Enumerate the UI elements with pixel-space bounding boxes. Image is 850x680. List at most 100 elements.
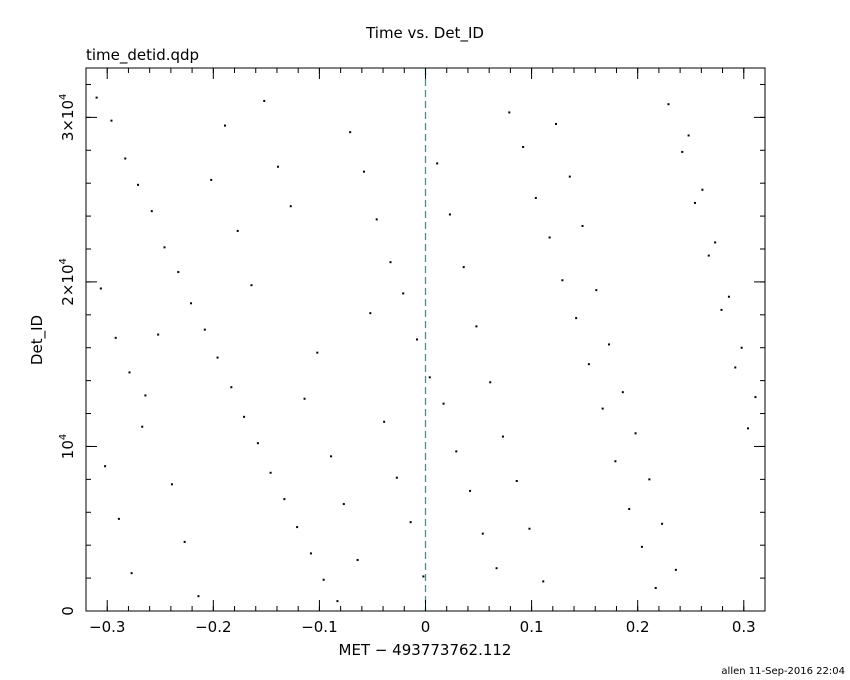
data-point-0-100 (99, 287, 102, 290)
data-point-0-63 (277, 165, 280, 168)
data-point-0-60 (236, 229, 239, 232)
data-point-0-1 (110, 119, 113, 122)
data-point-0-5 (163, 246, 166, 249)
data-point-0-31 (508, 111, 511, 114)
data-point-0-7 (190, 302, 193, 305)
data-point-0-71 (383, 420, 386, 423)
data-point-0-47 (720, 308, 723, 311)
data-point-0-50 (104, 465, 107, 468)
data-point-0-33 (534, 196, 537, 199)
data-point-0-10 (230, 386, 233, 389)
data-point-0-39 (614, 460, 617, 463)
data-point-0-22 (389, 261, 392, 264)
x-tick-label-6: 0.3 (732, 618, 756, 636)
data-point-0-101 (114, 336, 117, 339)
data-point-0-45 (693, 201, 696, 204)
data-point-0-15 (296, 526, 299, 529)
data-point-0-76 (448, 213, 451, 216)
data-point-0-84 (554, 122, 557, 125)
data-point-0-102 (128, 371, 131, 374)
data-point-0-3 (136, 183, 139, 186)
data-point-0-69 (356, 558, 359, 561)
data-point-0-92 (661, 522, 664, 525)
data-point-0-14 (283, 498, 286, 501)
data-point-0-34 (548, 236, 551, 239)
data-point-0-86 (581, 224, 584, 227)
data-point-0-77 (462, 266, 465, 269)
data-point-0-6 (177, 271, 180, 274)
data-point-0-66 (316, 351, 319, 354)
data-point-0-38 (601, 407, 604, 410)
data-point-0-4 (150, 210, 153, 213)
footer-credit: allen 11-Sep-2016 22:04 (721, 666, 845, 677)
data-point-0-73 (409, 521, 412, 524)
data-point-0-83 (542, 580, 545, 583)
data-point-0-48 (734, 366, 737, 369)
x-tick-labels: −0.3 −0.2 −0.1 0 0.1 0.2 0.3 (89, 618, 756, 636)
data-point-0-9 (216, 356, 219, 359)
data-point-0-37 (587, 363, 590, 366)
data-point-0-59 (223, 124, 226, 127)
data-point-0-27 (455, 450, 458, 453)
data-points (95, 96, 757, 603)
data-point-0-88 (608, 343, 611, 346)
data-point-0-74 (422, 575, 425, 578)
data-point-0-93 (674, 568, 677, 571)
data-point-0-57 (197, 595, 200, 598)
data-point-0-87 (595, 289, 598, 292)
data-point-0-62 (263, 99, 266, 102)
data-point-0-21 (375, 218, 378, 221)
data-point-0-58 (210, 178, 213, 181)
data-point-0-25 (428, 376, 431, 379)
x-tick-label-1: −0.2 (195, 618, 231, 636)
data-point-0-54 (157, 333, 160, 336)
y-tick-label-1: 104 (58, 434, 77, 459)
data-point-0-44 (681, 150, 684, 153)
data-point-0-11 (243, 415, 246, 418)
data-point-0-90 (634, 432, 637, 435)
data-point-0-26 (442, 402, 445, 405)
data-point-0-103 (141, 425, 144, 428)
data-point-0-2 (124, 157, 127, 160)
data-point-0-94 (687, 134, 690, 137)
data-point-0-78 (475, 325, 478, 328)
data-point-0-53 (144, 394, 147, 397)
data-point-0-72 (395, 476, 398, 479)
data-point-0-8 (203, 328, 206, 331)
data-point-0-36 (575, 317, 578, 320)
data-point-0-24 (416, 338, 419, 341)
data-point-0-0 (95, 96, 98, 99)
chart-title: Time vs. Det_ID (365, 24, 484, 43)
data-point-0-89 (621, 391, 624, 394)
data-point-0-17 (322, 578, 325, 581)
data-point-0-80 (501, 435, 504, 438)
data-point-0-52 (130, 572, 133, 575)
data-point-0-32 (522, 145, 525, 148)
x-tick-label-5: 0.2 (626, 618, 650, 636)
x-tick-label-4: 0.1 (520, 618, 544, 636)
data-point-0-99 (754, 396, 757, 399)
data-point-0-68 (342, 503, 345, 506)
data-point-0-55 (170, 483, 173, 486)
data-point-0-81 (515, 480, 518, 483)
y-tick-label-0: 0 (59, 606, 77, 616)
data-point-0-75 (436, 162, 439, 165)
data-point-0-35 (561, 279, 564, 282)
y-tick-label-2: 2×104 (58, 258, 77, 306)
data-point-0-51 (117, 517, 120, 520)
data-point-0-46 (707, 254, 710, 257)
data-point-0-61 (250, 284, 253, 287)
x-tick-label-0: −0.3 (89, 618, 125, 636)
axis-ticks (85, 68, 766, 612)
x-tick-label-2: −0.1 (301, 618, 337, 636)
data-point-0-65 (303, 397, 306, 400)
data-point-0-43 (667, 103, 670, 106)
data-point-0-49 (747, 427, 750, 430)
data-point-0-97 (727, 295, 730, 298)
data-point-0-23 (402, 292, 405, 295)
data-point-0-41 (640, 545, 643, 548)
data-point-0-98 (740, 346, 743, 349)
data-point-0-79 (489, 381, 492, 384)
data-point-0-40 (628, 507, 631, 510)
